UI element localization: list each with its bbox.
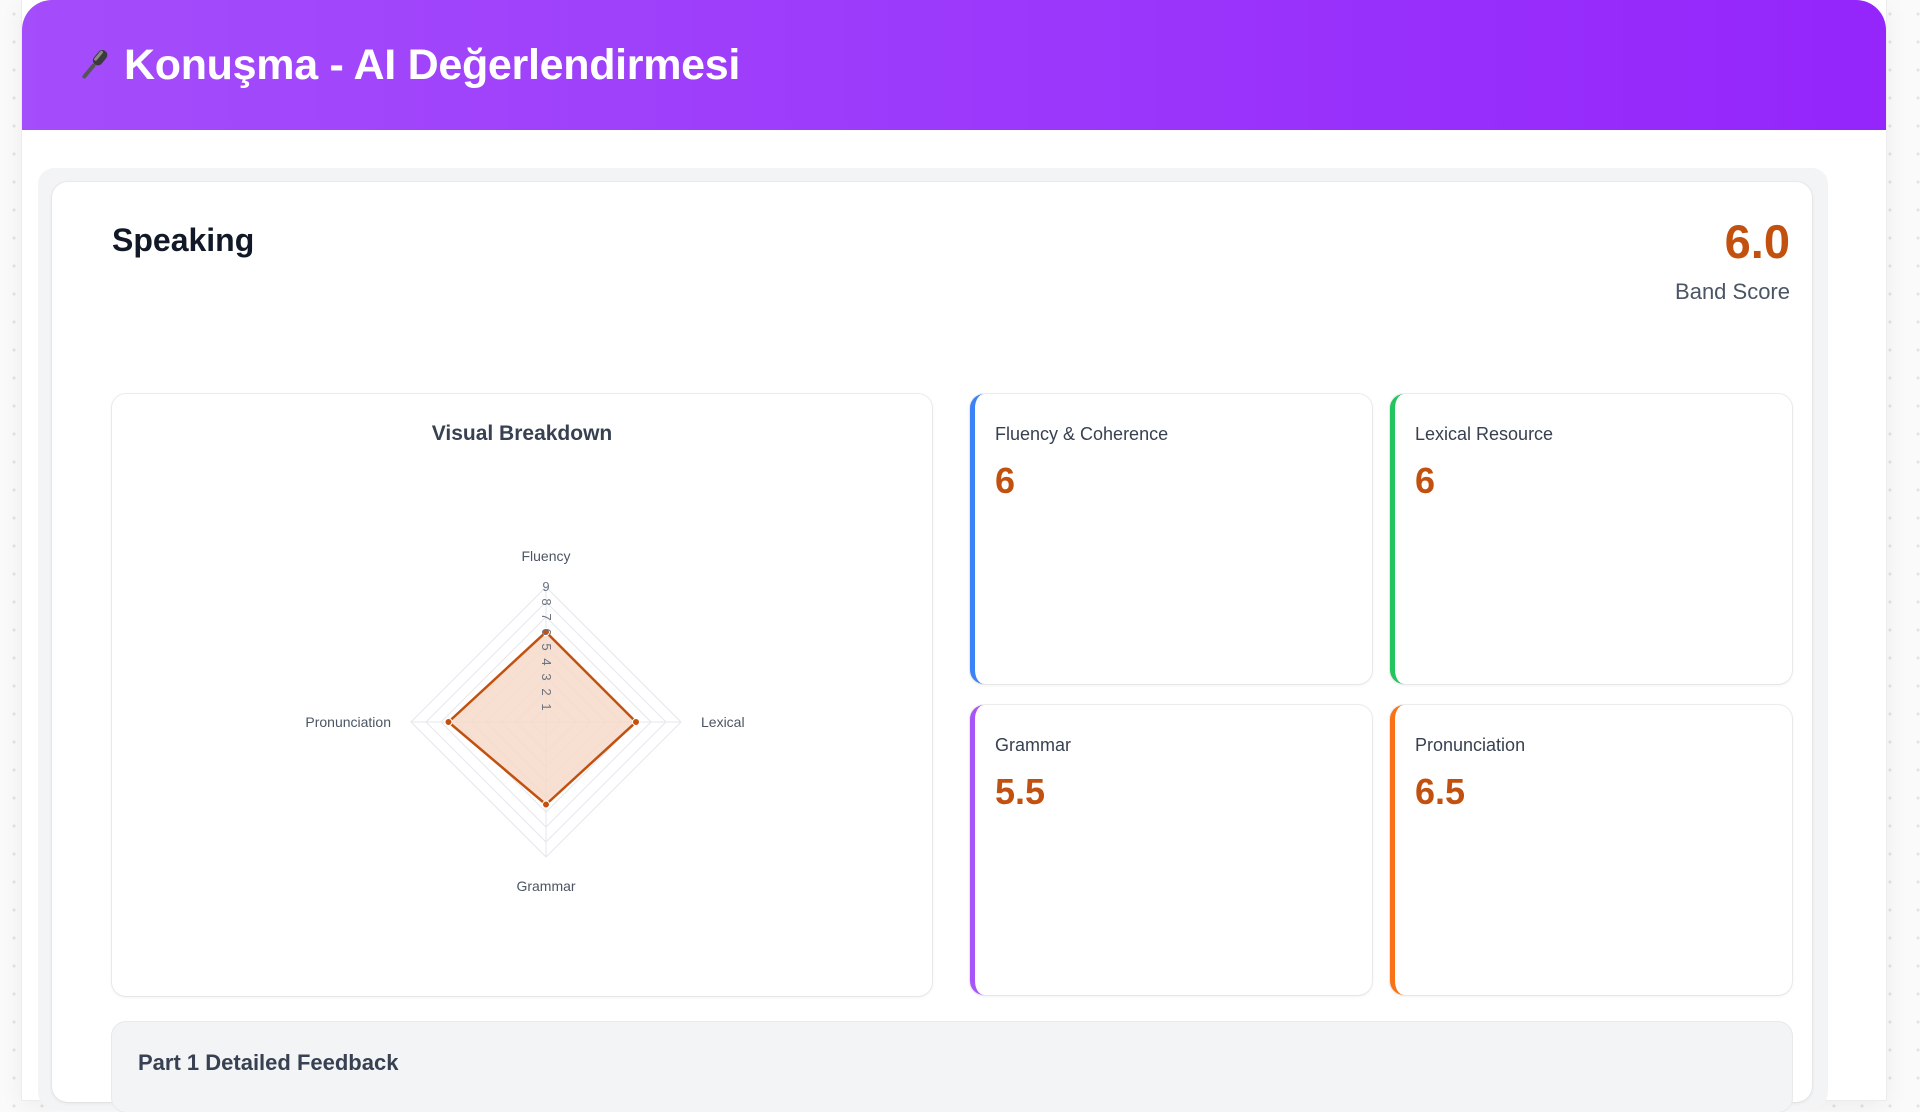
radar-tick-label: 9 [542, 579, 549, 594]
radar-point [542, 800, 550, 809]
criterion-score: 6 [1415, 460, 1436, 501]
criterion-label: Grammar [995, 735, 1071, 755]
radar-tick-label: 6 [539, 628, 554, 635]
criterion-card-grammar: Grammar 5.5 [970, 705, 1372, 995]
radar-tick-label: 2 [539, 688, 554, 695]
criterion-card-fluency: Fluency & Coherence 6 [970, 394, 1372, 684]
criterion-card-pronunciation: Pronunciation 6.5 [1390, 705, 1792, 995]
radar-axis-label: Pronunciation [305, 714, 391, 730]
radar-axis-label: Fluency [521, 548, 570, 564]
radar-tick-label: 1 [539, 703, 554, 710]
radar-axis-label: Lexical [701, 714, 745, 730]
band-score-value: 6.0 [1724, 215, 1790, 268]
radar-tick-label: 5 [539, 643, 554, 650]
microphone-icon [72, 43, 116, 87]
radar-chart: 1 2 3 4 5 6 7 8 9 Fluency Lexical Grammar Pronunciat… [305, 548, 745, 894]
part1-feedback-panel[interactable]: Part 1 Detailed Feedback [112, 1022, 1792, 1112]
radar-axis-label: Grammar [516, 878, 575, 894]
chart-title: Visual Breakdown [431, 422, 613, 445]
radar-point [632, 718, 640, 726]
criterion-score: 6.5 [1415, 771, 1466, 812]
radar-tick-label: 3 [539, 673, 554, 680]
page-title: Konuşma - AI Değerlendirmesi [124, 40, 741, 89]
criterion-label: Pronunciation [1415, 735, 1526, 755]
feedback-title: Part 1 Detailed Feedback [138, 1050, 399, 1075]
radar-tick-label: 8 [539, 598, 554, 605]
criterion-score: 5.5 [995, 771, 1046, 812]
band-score: 6.0 Band Score [1675, 218, 1790, 305]
criterion-card-lexical: Lexical Resource 6 [1390, 394, 1792, 684]
criterion-label: Fluency & Coherence [995, 424, 1169, 444]
radar-point [444, 718, 453, 726]
radar-tick-label: 7 [539, 613, 554, 620]
radar-tick-label: 4 [539, 658, 554, 665]
radar-point [542, 628, 550, 636]
page-header: Konuşma - AI Değerlendirmesi [22, 0, 1886, 130]
criterion-score: 6 [995, 460, 1016, 501]
band-score-label: Band Score [1675, 279, 1790, 304]
section-title: Speaking [112, 222, 255, 258]
visual-breakdown-card: Visual Breakdown 1 2 3 4 5 6 7 8 9 Fluency Lexical… [112, 394, 932, 996]
criterion-label: Lexical Resource [1415, 424, 1554, 444]
